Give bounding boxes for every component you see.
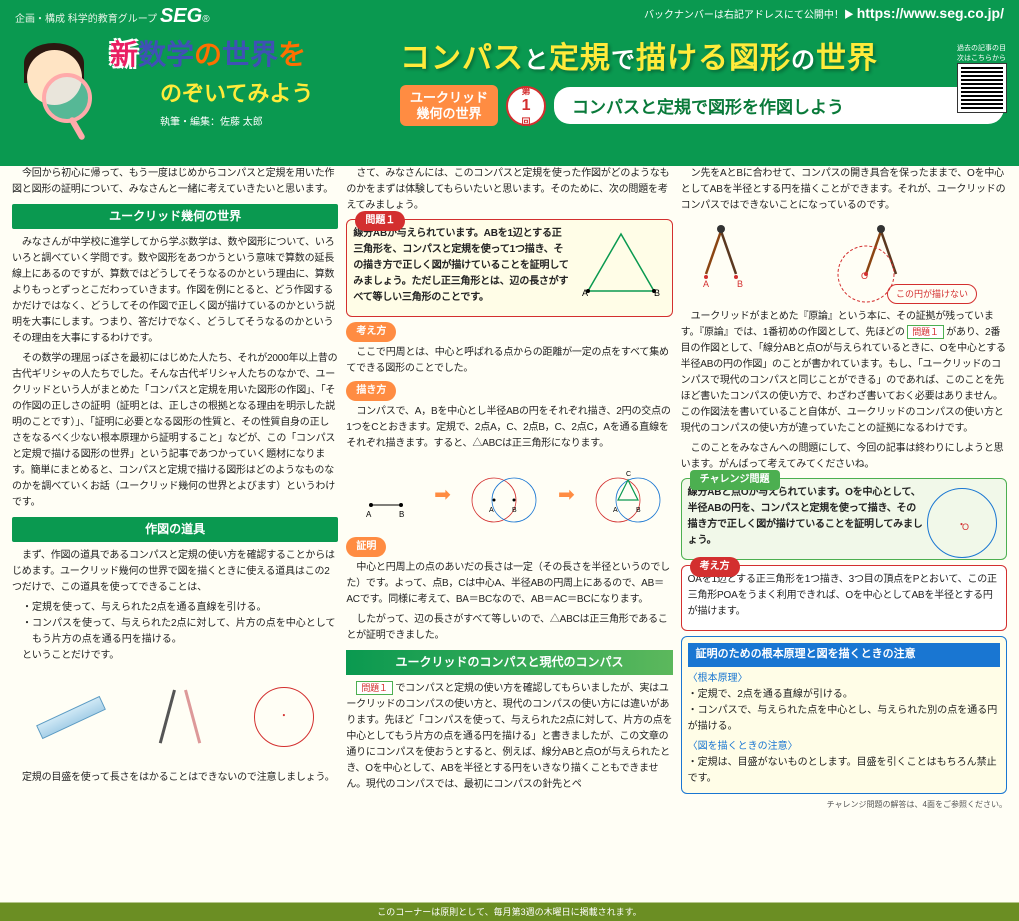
title-sugaku: 数学: [138, 39, 194, 70]
c3-euc: ユークリッドがまとめた『原論』という本に、その証拠が残っています。『原論』では、…: [681, 309, 1007, 437]
main-title: コンパスと定規で描ける図形の世界: [400, 33, 1004, 77]
svg-text:B: B: [399, 510, 404, 519]
c3-end: このことをみなさんへの問題にして、今回の記事は終わりにしようと思います。がんばっ…: [681, 441, 1007, 473]
svg-text:A: A: [703, 279, 709, 289]
modern-compass-text: 問題１ でコンパスと定規の使い方を確認してもらいましたが、実はユークリッドのコン…: [346, 681, 672, 793]
proof-1: 中心と円周上の点のあいだの長さは一定（その長さを半径というのでした）です。よって…: [346, 560, 672, 608]
content: 今回から初心に帰って、もう一度はじめからコンパスと定規を用いた作図と図形の証明に…: [0, 158, 1019, 819]
arrow-icon-2: ➡: [558, 479, 575, 511]
c2-header-3: ユークリッドのコンパスと現代のコンパス: [346, 650, 672, 675]
header: 新数学の世界を のぞいてみよう 執筆・編集：佐藤 太郎 コンパスと定規で描ける図…: [0, 33, 1019, 158]
principles-header: 証明のための根本原理と図を描くときの注意: [688, 643, 1000, 667]
svg-text:C: C: [626, 471, 631, 478]
qr-label: 過去の記事の目次はこちらから: [954, 43, 1009, 63]
svg-text:A: A: [489, 507, 494, 514]
step-3: C A B: [593, 462, 663, 527]
column-3: ン先をAとBに合わせて、コンパスの開き具合を保ったままで、Oを中心としてABを半…: [681, 166, 1007, 811]
problem-ref-2: 問題１: [907, 325, 943, 339]
problem-1-text: 線分ABが与えられています。ABを1辺とする正三角形を、コンパスと定規を使って1…: [353, 226, 569, 306]
org-prefix: 企画・構成: [15, 14, 65, 25]
column-1: 今回から初心に帰って、もう一度はじめからコンパスと定規を用いた作図と図形の証明に…: [12, 166, 338, 811]
page: 企画・構成 科学的教育グループ SEG® バックナンバーは右記アドレスにて公開中…: [0, 0, 1019, 921]
url[interactable]: https://www.seg.co.jp/: [857, 5, 1004, 21]
challenge-circle: [927, 488, 997, 558]
circle-icon: [254, 687, 314, 747]
hint-tag: 考え方: [690, 557, 740, 577]
top-bar: 企画・構成 科学的教育グループ SEG® バックナンバーは右記アドレスにて公開中…: [0, 0, 1019, 33]
draw-text: コンパスで、A，Bを中心とし半径ABの円をそれぞれ描き、2円の交点の1つをCとお…: [346, 404, 672, 452]
reg-mark: ®: [202, 14, 209, 25]
triangle-diagram: A B: [576, 226, 666, 301]
draw-tag: 描き方: [346, 381, 396, 401]
svg-text:B: B: [512, 507, 517, 514]
subtitle: コンパスと定規で図形を作図しよう: [554, 87, 1004, 124]
rule-1: ・定規を使って、与えられた2点を通る直線を引ける。: [22, 600, 338, 616]
c1-p3: まず、作図の道具であるコンパスと定規の使い方を確認することからはじめます。ユーク…: [12, 548, 338, 596]
article-title-block: コンパスと定規で描ける図形の世界 ユークリッド 幾何の世界 第 1 回 コンパス…: [400, 33, 1004, 158]
title-sekai: 世界: [222, 39, 278, 70]
proof-2: したがって、辺の長さがすべて等しいので、△ABCは正三角形であることが証明できま…: [346, 612, 672, 644]
think-tag: 考え方: [346, 322, 396, 342]
c1-intro: 今回から初心に帰って、もう一度はじめからコンパスと定規を用いた作図と図形の証明に…: [12, 166, 338, 198]
step-1: AB: [356, 465, 416, 525]
series-title: 新数学の世界を のぞいてみよう 執筆・編集：佐藤 太郎: [110, 33, 390, 158]
problem-1-tag: 問題１: [355, 211, 405, 231]
principle-section-1: 〈根本原理〉: [688, 671, 1000, 687]
top-left: 企画・構成 科学的教育グループ SEG®: [15, 5, 210, 28]
tools-illustration: [12, 672, 338, 762]
hint-text: OAを1辺とする正三角形を1つ描き、3つ目の頂点をPとおいて、この正三角形POA…: [688, 572, 1000, 620]
title-subtitle: のぞいてみよう: [160, 76, 390, 108]
challenge-tag: チャレンジ問題: [690, 470, 780, 490]
challenge-box: チャレンジ問題 線分ABと点Oが与えられています。Oを中心として、半径ABの円を…: [681, 478, 1007, 560]
ruler-icon: [36, 696, 106, 739]
c1-header-1: ユークリッド幾何の世界: [12, 204, 338, 229]
avatar-illustration: [12, 38, 97, 123]
magnifier-icon: [42, 73, 92, 123]
backnumber-text: バックナンバーは右記アドレスにて公開中！▶: [644, 10, 854, 21]
svg-text:B: B: [636, 507, 641, 514]
c1-header-2: 作図の道具: [12, 517, 338, 542]
tool-rules: ・定規を使って、与えられた2点を通る直線を引ける。 ・コンパスを使って、与えられ…: [22, 600, 338, 648]
principle-2: ・コンパスで、与えられた点を中心とし、与えられた別の点を通る円が描ける。: [688, 703, 1000, 735]
org-name: 科学的教育グループ: [68, 14, 157, 25]
compass-comparison: A B O この円が描けない: [681, 219, 1007, 304]
issue-badge: 第 1 回: [506, 86, 546, 126]
euclid-badge: ユークリッド 幾何の世界: [400, 85, 498, 126]
c2-intro: さて、みなさんには、このコンパスと定規を使った作図がどのようなものかをまずは体験…: [346, 166, 672, 214]
principle-1: ・定規で、2点を通る直線が引ける。: [688, 687, 1000, 703]
title-wo: を: [278, 39, 306, 70]
step-2: AB: [469, 462, 539, 527]
problem-ref: 問題１: [356, 681, 392, 695]
title-no: の: [194, 39, 222, 70]
cannot-draw-label: この円が描けない: [887, 284, 977, 304]
svg-text:A: A: [613, 507, 618, 514]
title-shin: 新: [110, 39, 138, 70]
footer: このコーナーは原則として、毎月第3週の木曜日に掲載されます。: [0, 905, 1019, 918]
footnote: チャレンジ問題の解答は、4面をご参照ください。: [681, 799, 1007, 812]
problem-1-box: 問題１ 線分ABが与えられています。ABを1辺とする正三角形を、コンパスと定規を…: [346, 219, 672, 317]
c1-p4: ということだけです。: [12, 648, 338, 664]
column-2: さて、みなさんには、このコンパスと定規を使った作図がどのようなものかをまずは体験…: [346, 166, 672, 811]
construction-steps: AB ➡ AB ➡ CAB: [346, 457, 672, 532]
c1-p5: 定規の目盛を使って長さをはかることはできないので注意しましょう。: [12, 770, 338, 786]
seg-logo: SEG: [160, 5, 202, 27]
hint-box: 考え方 OAを1辺とする正三角形を1つ描き、3つ目の頂点をPとおいて、この正三角…: [681, 565, 1007, 631]
principles-box: 証明のための根本原理と図を描くときの注意 〈根本原理〉 ・定規で、2点を通る直線…: [681, 636, 1007, 794]
think-text: ここで円周とは、中心と呼ばれる点からの距離が一定の点をすべて集めてできる図形のこ…: [346, 345, 672, 377]
principle-section-2: 〈図を描くときの注意〉: [688, 739, 1000, 755]
arrow-icon: ➡: [434, 479, 451, 511]
proof-tag: 証明: [346, 537, 386, 557]
c3-cont: ン先をAとBに合わせて、コンパスの開き具合を保ったままで、Oを中心としてABを半…: [681, 166, 1007, 214]
svg-text:B: B: [737, 279, 743, 289]
rule-2: ・コンパスを使って、与えられた2点に対して、片方の点を中心としてもう片方の点を通…: [22, 616, 338, 648]
svg-text:A: A: [366, 510, 372, 519]
principle-3: ・定規は、目盛がないものとします。目盛を引くことはもちろん禁止です。: [688, 755, 1000, 787]
author: 執筆・編集：佐藤 太郎: [160, 113, 390, 128]
c1-p2: その数学の理屈っぽさを最初にはじめた人たち、それが2000年以上昔の古代ギリシャ…: [12, 351, 338, 511]
subtitle-row: ユークリッド 幾何の世界 第 1 回 コンパスと定規で図形を作図しよう: [400, 85, 1004, 126]
c1-p1: みなさんが中学校に進学してから学ぶ数学は、数や図形について、いろいろと調べていく…: [12, 235, 338, 347]
qr-code[interactable]: [957, 63, 1007, 113]
top-right: バックナンバーは右記アドレスにて公開中！▶ https://www.seg.co…: [644, 5, 1004, 28]
compass-icon: [155, 682, 205, 752]
